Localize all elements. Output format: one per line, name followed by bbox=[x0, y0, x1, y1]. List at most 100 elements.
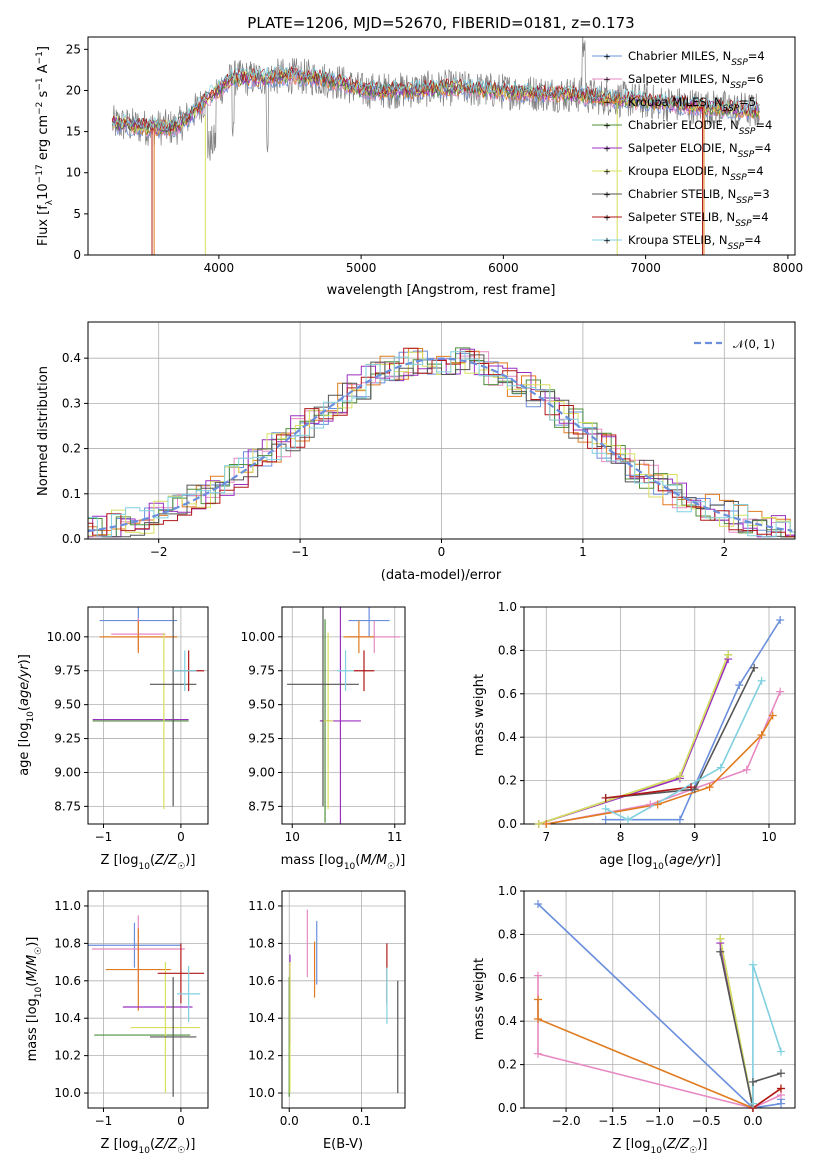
age-Z-ytick-label: 9.75 bbox=[54, 664, 81, 678]
age-mass-xlabel-part: mass [log bbox=[281, 853, 344, 868]
mass-EBV-frame bbox=[281, 890, 406, 1109]
weight-age-xtick-label: 7 bbox=[542, 830, 550, 844]
weight-age-series-line bbox=[546, 691, 781, 824]
legend-label: Kroupa MILES, NSSP=5 bbox=[628, 95, 756, 114]
age-mass-xlabel-part: ☉ bbox=[387, 862, 395, 872]
weight-Z-ytick-label: 0.6 bbox=[498, 971, 517, 985]
legend-label-part: Salpeter ELODIE, N bbox=[628, 141, 738, 155]
mass-EBV-xtick-label: 0.1 bbox=[352, 1114, 371, 1128]
spectrum-ylabel-part: −2 bbox=[35, 102, 45, 115]
legend-label-part: SSP bbox=[730, 81, 747, 91]
legend-label-part: =4 bbox=[748, 49, 765, 63]
residuals-histogram bbox=[88, 347, 795, 538]
age-Z-xlabel-part: )] bbox=[185, 853, 195, 868]
legend-label-part: SSP bbox=[730, 173, 747, 183]
legend-marker: + bbox=[603, 122, 611, 132]
spectrum-ytick-label: 25 bbox=[66, 42, 81, 56]
age-mass-xlabel-part: ( bbox=[355, 853, 360, 868]
weight-Z-xlabel-part: ☉ bbox=[689, 1146, 697, 1156]
weight-Z-point bbox=[716, 934, 725, 943]
spectrum-ylabel-part: −17 bbox=[35, 164, 45, 183]
weight-age-series-line bbox=[605, 680, 763, 821]
residuals-xtick-label: 1 bbox=[579, 545, 587, 559]
weight-age-ytick-label: 0.0 bbox=[498, 817, 517, 831]
mass-EBV-xtick-label: 0.0 bbox=[280, 1114, 299, 1128]
age-mass-xlabel-part: M/M bbox=[360, 853, 387, 868]
mass-Z-xlabel-part: ☉ bbox=[177, 1146, 185, 1156]
weight-Z-xlabel-part: ( bbox=[662, 1137, 667, 1152]
weight-age-series-line bbox=[538, 658, 729, 824]
mass-Z-xlabel-part: Z/Z bbox=[154, 1137, 178, 1152]
mass-Z-ylabel-part: ( bbox=[25, 982, 40, 987]
weight-age-ytick-label: 0.4 bbox=[498, 730, 517, 744]
spectrum-ytick-label: 15 bbox=[66, 125, 81, 139]
weight-age-xtick-label: 9 bbox=[691, 830, 699, 844]
age-Z-xtick-label: 0 bbox=[177, 830, 185, 844]
weight-Z-xtick-label: −1.5 bbox=[598, 1114, 627, 1128]
mass-Z-ylabel-part: M/M bbox=[25, 955, 40, 982]
age-Z-ylabel-part: age [log bbox=[17, 723, 32, 776]
weight-age-series-line bbox=[605, 619, 781, 821]
weight-age-point bbox=[534, 820, 543, 828]
age-Z-plot bbox=[92, 607, 205, 810]
residuals-ytick-label: 0.1 bbox=[62, 487, 81, 501]
legend-marker: + bbox=[603, 145, 611, 155]
spectrum-ytick-label: 20 bbox=[66, 83, 81, 97]
age-Z-ytick-label: 8.75 bbox=[54, 799, 81, 813]
weight-age-point bbox=[542, 820, 551, 828]
age-mass-plot bbox=[287, 607, 400, 824]
legend-label-part: SSP bbox=[731, 58, 748, 68]
mass-Z-xlabel-part: )] bbox=[185, 1137, 195, 1152]
age-Z-ytick-label: 9.50 bbox=[54, 698, 81, 712]
spectrum-model-line bbox=[111, 65, 760, 132]
mass-EBV-ytick-label: 10.4 bbox=[248, 1011, 275, 1025]
weight-Z-point bbox=[776, 1047, 785, 1056]
age-mass-ytick-label: 9.75 bbox=[248, 664, 275, 678]
weight-age-frame bbox=[523, 606, 796, 825]
weight-Z-ytick-label: 1.0 bbox=[498, 884, 517, 898]
mass-Z-ytick-label: 10.0 bbox=[54, 1086, 81, 1100]
spectrum-ylabel-part: erg cm bbox=[36, 115, 51, 164]
residuals-ytick-label: 0.0 bbox=[62, 532, 81, 546]
mass-EBV-xlabel: E(B-V) bbox=[323, 1137, 363, 1152]
weight-age-xlabel: age [log10(age/yr)] bbox=[599, 853, 721, 872]
weight-Z-xlabel-part: 10 bbox=[650, 1146, 662, 1156]
residuals-histogram bbox=[88, 348, 795, 533]
weight-Z-ylabel: mass weight bbox=[472, 958, 487, 1040]
weight-age-point bbox=[675, 772, 684, 781]
legend-label-part: =4 bbox=[744, 233, 761, 247]
spectrum-ylabel: Flux [fλ10−17 erg cm−2 s−1 A−1] bbox=[35, 46, 55, 246]
weight-Z-point bbox=[534, 900, 543, 909]
mass-EBV-ytick-label: 11.0 bbox=[248, 899, 275, 913]
spectrum-model-line bbox=[111, 69, 760, 134]
legend-label: Salpeter ELODIE, NSSP=4 bbox=[628, 141, 771, 160]
spectrum-xtick-label: 8000 bbox=[773, 261, 804, 275]
weight-age-point bbox=[646, 800, 655, 809]
weight-age-point bbox=[601, 804, 610, 813]
weight-Z-point bbox=[776, 1084, 785, 1093]
weight-age-series-line bbox=[538, 654, 729, 824]
mass-Z-frame bbox=[87, 890, 209, 1109]
weight-age-ylabel: mass weight bbox=[472, 674, 487, 756]
weight-age-point bbox=[776, 616, 785, 625]
residuals-xtick-label: 0 bbox=[438, 545, 446, 559]
gaussian-line bbox=[88, 357, 793, 533]
mass-EBV-axes: 0.0 0.1 10.0 10.2 10.4 10.6 10.8 11.0 bbox=[248, 890, 406, 1128]
weight-Z-xlabel-part: Z [log bbox=[613, 1137, 651, 1152]
weight-Z-xtick-label: 0.0 bbox=[743, 1114, 762, 1128]
age-Z-xlabel-part: ☉ bbox=[177, 862, 185, 872]
age-Z-xlabel: Z [log10(Z/Z☉)] bbox=[101, 853, 196, 872]
legend-marker: + bbox=[603, 99, 611, 109]
weight-age-series-line bbox=[538, 654, 729, 824]
spectrum-xtick-label: 6000 bbox=[488, 261, 519, 275]
mass-Z-xtick-label: 0 bbox=[177, 1114, 185, 1128]
spectrum-ylabel-part: ] bbox=[36, 46, 51, 51]
mass-Z-ylabel-part: ☉ bbox=[34, 947, 44, 955]
residuals-histogram bbox=[88, 354, 795, 538]
legend-label-part: SSP bbox=[723, 104, 740, 114]
spectrum-xtick-label: 7000 bbox=[630, 261, 661, 275]
weight-age-series-line bbox=[605, 786, 692, 799]
legend2-label: 𝒩(0, 1) bbox=[733, 337, 775, 351]
weight-age-xlabel-part: ( bbox=[664, 853, 669, 868]
legend-label-part: Chabrier MILES, N bbox=[628, 49, 731, 63]
